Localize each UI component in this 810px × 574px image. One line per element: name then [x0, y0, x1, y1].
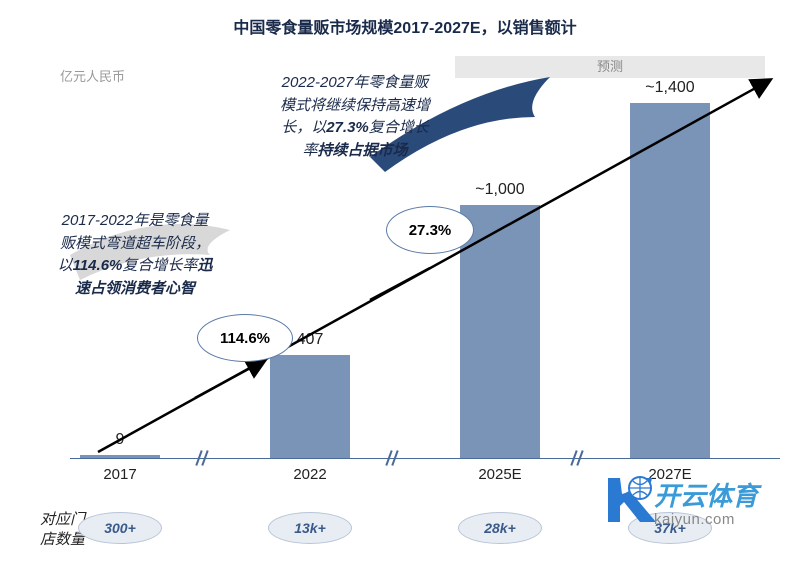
growth-rate-bubble: 27.3%	[386, 206, 474, 254]
store-label-l2: 店数量	[40, 531, 85, 548]
store-count-oval: 13k+	[268, 512, 352, 544]
store-count-oval: 300+	[78, 512, 162, 544]
logo-k-icon	[600, 470, 660, 530]
growth-rate-bubble: 114.6%	[197, 314, 293, 362]
logo-brand-en: kaiyun.com	[654, 511, 758, 528]
watermark-logo: 开云体育 kaiyun.com	[600, 470, 660, 535]
store-count-oval: 28k+	[458, 512, 542, 544]
logo-brand-cn: 开云体育	[654, 476, 758, 513]
